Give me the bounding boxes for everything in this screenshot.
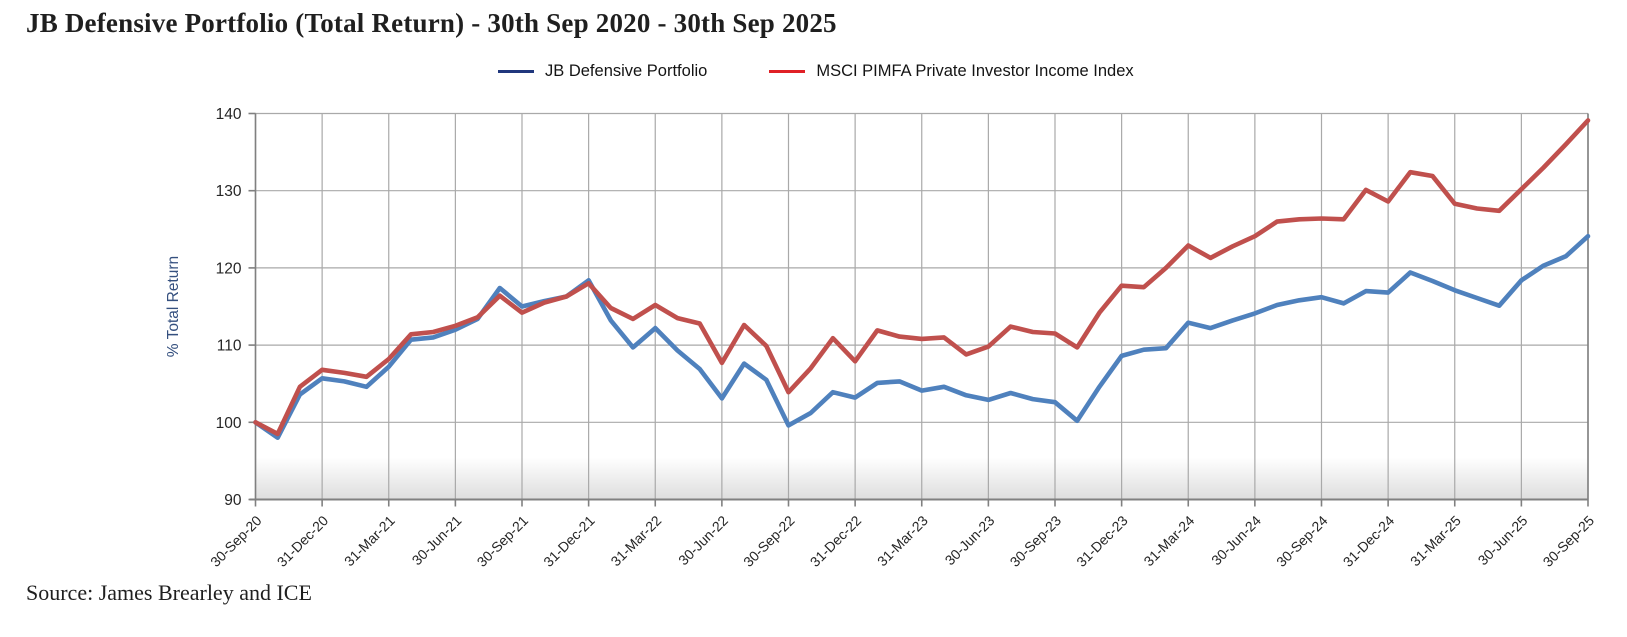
x-axis-tick-label: 31-Mar-24 (1140, 512, 1197, 569)
x-axis-tick-label: 30-Jun-22 (675, 512, 731, 568)
msci-line-swatch (769, 70, 806, 73)
y-axis-tick-label: 90 (224, 492, 242, 509)
chart-legend: JB Defensive Portfolio MSCI PIMFA Privat… (498, 62, 1134, 81)
y-axis-tick-label: 100 (216, 415, 242, 432)
y-axis-tick-label: 110 (217, 338, 242, 355)
x-axis-tick-label: 30-Sep-22 (740, 512, 798, 570)
source-note: Source: James Brearley and ICE (26, 580, 312, 605)
legend-label-jb: JB Defensive Portfolio (545, 62, 708, 80)
x-axis-tick-label: 30-Sep-21 (474, 512, 532, 570)
chart-title: JB Defensive Portfolio (Total Return) - … (26, 8, 837, 38)
x-axis-tick-label: 30-Jun-24 (1208, 512, 1264, 568)
y-axis-tick-label: 140 (216, 106, 242, 123)
x-axis-tick-label: 31-Dec-20 (274, 512, 332, 570)
y-axis-tick-label: 120 (216, 260, 242, 277)
legend-item-jb: JB Defensive Portfolio (498, 62, 707, 81)
y-axis-tick-label: 130 (216, 183, 242, 200)
x-axis-tick-label: 31-Mar-22 (607, 512, 664, 569)
x-axis-tick-label: 31-Dec-24 (1340, 512, 1398, 570)
x-axis-tick-label: 31-Mar-25 (1407, 512, 1464, 569)
legend-item-msci: MSCI PIMFA Private Investor Income Index (769, 62, 1134, 81)
jb-line-swatch (498, 70, 534, 73)
x-axis-tick-label: 31-Dec-22 (807, 512, 865, 570)
x-axis-tick-label: 31-Mar-23 (874, 512, 931, 569)
x-axis-tick-label: 31-Mar-21 (341, 512, 398, 569)
msci-index-line (253, 118, 1591, 437)
x-axis-tick-label: 31-Dec-23 (1073, 512, 1131, 570)
x-axis-tick-label: 30-Jun-25 (1475, 512, 1531, 568)
legend-label-msci: MSCI PIMFA Private Investor Income Index (816, 62, 1134, 80)
x-axis-tick-label: 31-Dec-21 (540, 512, 598, 570)
x-axis-tick-label: 30-Sep-20 (207, 512, 265, 570)
x-axis-tick-label: 30-Sep-25 (1540, 512, 1598, 570)
x-axis-tick-label: 30-Jun-23 (942, 512, 998, 568)
x-axis-tick-label: 30-Sep-23 (1007, 512, 1065, 570)
y-axis-title: % Total Return (165, 256, 182, 357)
x-axis-tick-label: 30-Jun-21 (409, 512, 465, 568)
x-axis-tick-label: 30-Sep-24 (1273, 512, 1331, 570)
